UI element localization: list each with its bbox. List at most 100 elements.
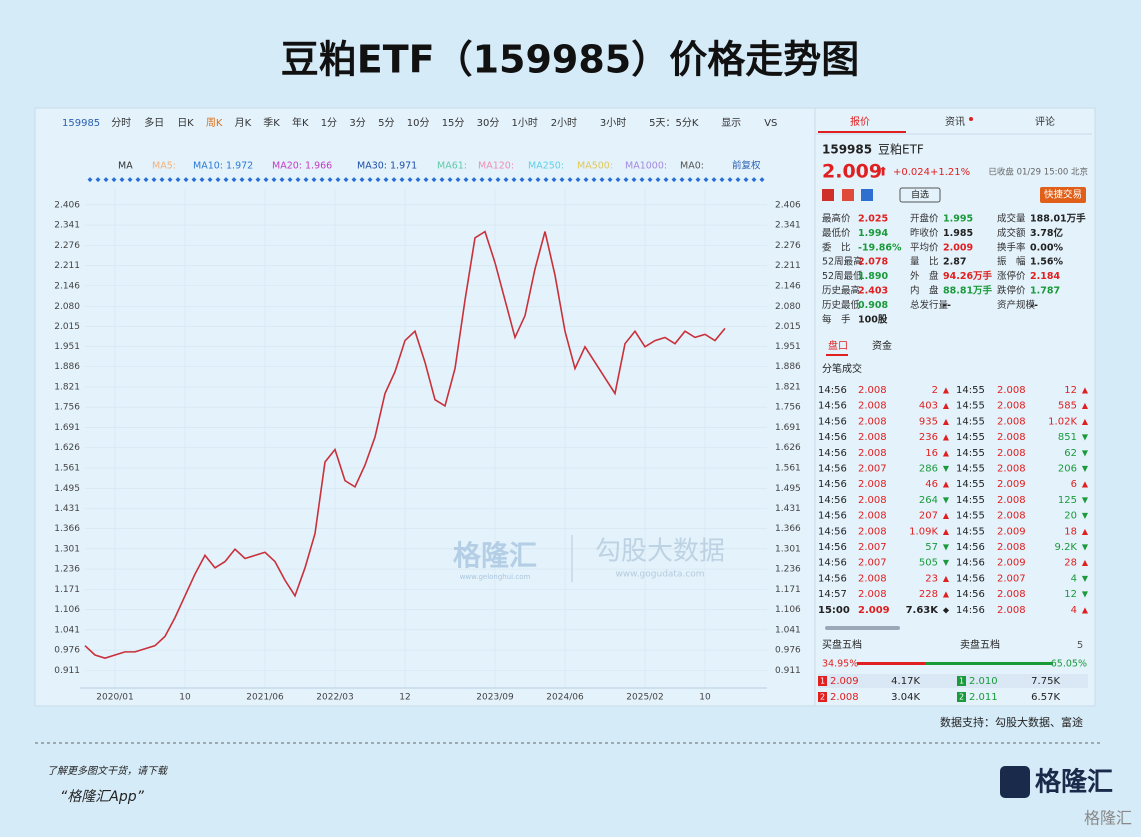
trade-dir: ▲ [943, 386, 950, 395]
watch-label[interactable]: 自选 [911, 189, 929, 201]
subtab[interactable]: 盘口 [828, 339, 848, 352]
trade-dir: ▲ [943, 527, 950, 536]
watch-button[interactable] [899, 187, 941, 203]
tab[interactable]: 报价 [850, 115, 870, 128]
y-tick-label-right: 1.106 [775, 605, 801, 615]
trade-price: 2.008 [997, 416, 1026, 427]
event-marker [151, 177, 157, 183]
x-tick-label: 2023/09 [476, 693, 514, 703]
book-title: 买盘五档 [822, 638, 862, 651]
event-marker [167, 177, 173, 183]
book-depth[interactable]: 5 [1077, 640, 1083, 651]
stat-value: 1.787 [1030, 286, 1060, 297]
event-marker [535, 177, 541, 183]
stat-label: 平均价 [910, 241, 939, 253]
toolbar-item[interactable]: 3小时 [600, 117, 626, 129]
y-tick-label-right: 2.276 [775, 241, 801, 251]
stat-value: 2.025 [858, 214, 888, 225]
toolbar-item[interactable]: 2小时 [551, 117, 577, 129]
trade-dir: ▲ [1082, 558, 1089, 567]
y-tick-label: 1.691 [54, 423, 80, 433]
y-tick-label: 1.171 [54, 585, 80, 595]
event-marker [719, 177, 725, 183]
book-price: 2.009 [830, 676, 859, 687]
toolbar-item[interactable]: 3分 [349, 117, 365, 129]
toolbar-item[interactable]: 1小时 [512, 117, 538, 129]
toolbar-item[interactable]: 年K [292, 116, 309, 129]
tab[interactable]: 评论 [1035, 115, 1055, 128]
event-marker [511, 177, 517, 183]
toolbar-item[interactable]: 10分 [407, 117, 430, 129]
toolbar-item[interactable]: 月K [235, 117, 252, 129]
toolbar-item[interactable]: 日K [177, 118, 194, 129]
trade-volume: 851 [1058, 432, 1077, 443]
event-marker [223, 177, 229, 183]
trade-time: 14:56 [956, 558, 985, 569]
trade-price: 2.008 [858, 526, 887, 537]
scrollbar[interactable] [825, 626, 900, 630]
trade-volume: 18 [1064, 526, 1077, 537]
tab[interactable]: 资讯 [945, 116, 965, 128]
event-marker [87, 177, 93, 183]
trade-time: 14:56 [818, 401, 847, 412]
book-price: 2.008 [830, 692, 859, 703]
stat-label: 昨收价 [910, 227, 939, 239]
badge-label: 1 [959, 677, 964, 686]
toolbar-item[interactable]: 周K [206, 117, 223, 129]
subtab[interactable]: 资金 [872, 339, 892, 352]
toolbar-item[interactable]: 季K [263, 117, 280, 129]
indicator-label[interactable]: 前复权 [732, 160, 761, 172]
y-tick-label: 1.951 [54, 342, 80, 352]
event-marker [735, 177, 741, 183]
stat-label: 量 比 [910, 256, 939, 268]
trade-time: 14:55 [956, 526, 985, 537]
event-marker [247, 177, 253, 183]
trade-time: 14:56 [818, 495, 847, 506]
trade-time: 14:56 [818, 573, 847, 584]
event-marker [639, 177, 645, 183]
event-marker [431, 177, 437, 183]
stat-label: 跌停价 [997, 285, 1026, 297]
toolbar-item[interactable]: 30分 [477, 117, 500, 129]
event-marker [439, 177, 445, 183]
event-marker [727, 177, 733, 183]
event-marker [415, 177, 421, 183]
book-volume: 7.75K [1031, 676, 1060, 687]
event-marker [591, 177, 597, 183]
event-marker [759, 177, 765, 183]
trade-price: 2.008 [997, 385, 1026, 396]
toolbar-item[interactable]: 5天：5分K [649, 117, 699, 129]
toolbar-item[interactable]: 5分 [378, 117, 394, 129]
trade-dir: ▼ [1082, 495, 1089, 504]
toolbar-item[interactable]: VS [764, 118, 777, 129]
stat-label: 成交量 [997, 213, 1026, 225]
event-marker [383, 177, 389, 183]
toolbar-item[interactable]: 显示 [721, 117, 741, 129]
y-tick-label: 1.495 [54, 484, 80, 494]
y-tick-label: 1.366 [54, 524, 80, 534]
trade-price: 2.008 [858, 448, 887, 459]
toolbar-item[interactable]: 1分 [321, 117, 337, 129]
event-marker [711, 177, 717, 183]
trade-volume: 207 [919, 511, 938, 522]
y-tick-label-right: 0.976 [775, 646, 801, 656]
trade-price: 2.008 [858, 511, 887, 522]
book-title: 卖盘五档 [960, 638, 1000, 651]
trade-volume: 1.02K [1048, 416, 1077, 427]
trade-dir: ▲ [943, 417, 950, 426]
y-tick-label-right: 1.626 [775, 443, 801, 453]
book-volume: 3.04K [891, 692, 920, 703]
toolbar-item[interactable]: 多日 [144, 116, 164, 129]
trade-volume: 403 [919, 401, 938, 412]
badge-label: 2 [959, 693, 964, 702]
toolbar-item[interactable]: 15分 [442, 117, 465, 129]
trade-volume: 236 [919, 432, 938, 443]
event-marker [543, 177, 549, 183]
event-marker [519, 177, 525, 183]
trade-volume: 6 [1071, 479, 1077, 490]
book-row-bg [818, 674, 1088, 688]
toolbar-item[interactable]: 分时 [111, 117, 131, 129]
event-marker [231, 177, 237, 183]
trade-button[interactable] [1040, 187, 1086, 203]
trade-label[interactable]: 快捷交易 [1044, 189, 1082, 201]
